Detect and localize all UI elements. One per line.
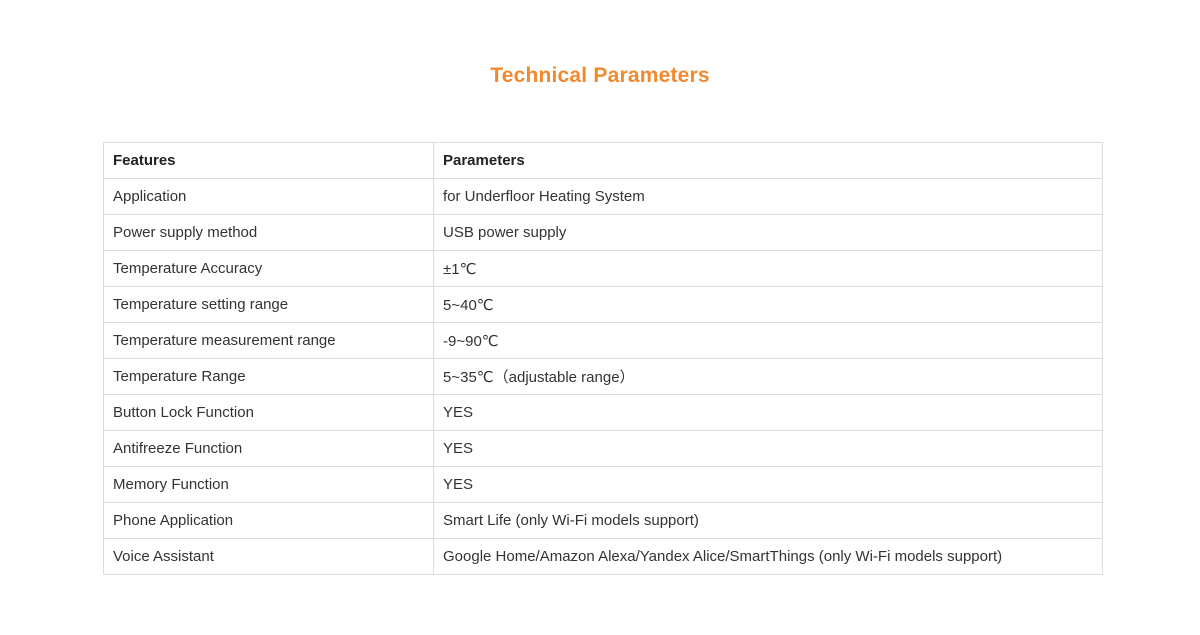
parameter-cell: Smart Life (only Wi-Fi models support) [433,502,1103,539]
feature-cell: Phone Application [103,502,434,539]
table-row: Temperature setting range 5~40℃ [103,286,1103,323]
feature-cell: Button Lock Function [103,394,434,431]
parameter-cell: ±1℃ [433,250,1103,287]
table-row: Temperature Range 5~35℃（adjustable range） [103,358,1103,395]
feature-cell: Antifreeze Function [103,430,434,467]
spec-table: Features Parameters Application for Under… [103,142,1103,575]
parameter-cell: USB power supply [433,214,1103,251]
spec-table-container: Features Parameters Application for Under… [103,142,1103,575]
parameters-column-header: Parameters [433,142,1103,179]
table-row: Memory Function YES [103,466,1103,503]
table-row: Voice Assistant Google Home/Amazon Alexa/… [103,538,1103,575]
spec-table-header: Features Parameters [103,142,1103,179]
feature-cell: Temperature Accuracy [103,250,434,287]
table-row: Power supply method USB power supply [103,214,1103,251]
feature-cell: Memory Function [103,466,434,503]
table-row: Button Lock Function YES [103,394,1103,431]
feature-cell: Power supply method [103,214,434,251]
parameter-cell: -9~90℃ [433,322,1103,359]
table-row: Temperature measurement range -9~90℃ [103,322,1103,359]
parameter-cell: YES [433,394,1103,431]
feature-cell: Application [103,178,434,215]
parameter-cell: YES [433,430,1103,467]
header-row: Features Parameters [103,142,1103,179]
parameter-cell: Google Home/Amazon Alexa/Yandex Alice/Sm… [433,538,1103,575]
table-row: Application for Underfloor Heating System [103,178,1103,215]
feature-cell: Voice Assistant [103,538,434,575]
parameter-cell: 5~40℃ [433,286,1103,323]
parameter-cell: 5~35℃（adjustable range） [433,358,1103,395]
page-title: Technical Parameters [490,64,710,87]
spec-table-body: Application for Underfloor Heating System… [103,178,1103,575]
table-row: Temperature Accuracy ±1℃ [103,250,1103,287]
feature-cell: Temperature Range [103,358,434,395]
features-column-header: Features [103,142,434,179]
feature-cell: Temperature setting range [103,286,434,323]
table-row: Phone Application Smart Life (only Wi-Fi … [103,502,1103,539]
parameter-cell: YES [433,466,1103,503]
feature-cell: Temperature measurement range [103,322,434,359]
parameter-cell: for Underfloor Heating System [433,178,1103,215]
table-row: Antifreeze Function YES [103,430,1103,467]
